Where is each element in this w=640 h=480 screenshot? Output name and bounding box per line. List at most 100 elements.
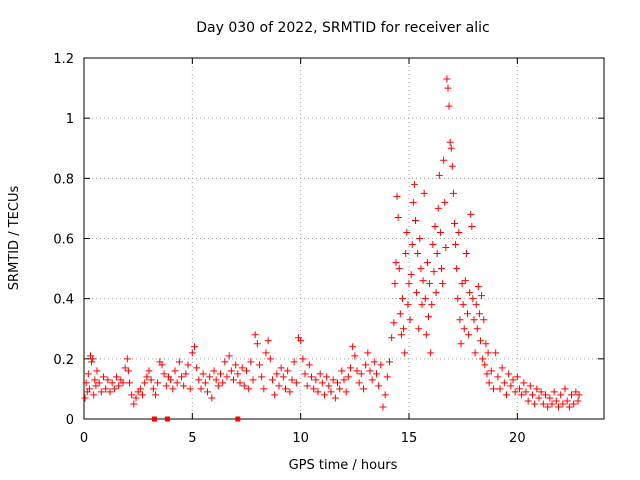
data-point bbox=[516, 385, 523, 393]
data-point bbox=[472, 301, 480, 309]
data-point bbox=[100, 373, 107, 381]
data-point bbox=[347, 364, 354, 372]
data-point bbox=[531, 400, 539, 408]
tick-layer: 0 5 10 15 20 0 0.2 0.4 0.6 0.8 1 1.2 bbox=[53, 52, 604, 446]
data-point bbox=[505, 370, 513, 378]
data-point bbox=[234, 370, 242, 378]
data-point bbox=[379, 403, 387, 411]
x-tick-label: 0 bbox=[80, 431, 88, 446]
data-point bbox=[416, 235, 424, 242]
data-point bbox=[303, 382, 311, 390]
data-point bbox=[455, 228, 463, 236]
data-point bbox=[197, 385, 205, 393]
data-point bbox=[370, 358, 378, 366]
data-point bbox=[180, 382, 188, 390]
data-point bbox=[483, 370, 491, 378]
data-point bbox=[377, 361, 385, 369]
data-point bbox=[460, 325, 468, 333]
data-point bbox=[115, 382, 123, 390]
data-point bbox=[492, 349, 500, 357]
data-point bbox=[480, 316, 488, 324]
data-point bbox=[201, 379, 209, 387]
x-tick-label: 10 bbox=[292, 431, 309, 446]
data-point bbox=[282, 385, 289, 393]
data-point bbox=[526, 382, 534, 390]
data-point bbox=[408, 241, 416, 249]
data-point bbox=[225, 352, 233, 360]
data-point bbox=[509, 376, 517, 384]
data-point bbox=[557, 391, 565, 399]
data-point bbox=[449, 189, 457, 197]
data-point bbox=[481, 361, 489, 369]
data-point bbox=[399, 295, 406, 303]
data-point bbox=[478, 292, 486, 300]
data-point bbox=[535, 394, 543, 402]
data-point bbox=[458, 280, 466, 288]
data-point bbox=[160, 370, 168, 378]
data-point bbox=[482, 340, 490, 348]
data-point bbox=[325, 382, 333, 390]
data-point bbox=[415, 325, 423, 333]
data-point bbox=[351, 352, 359, 360]
data-point bbox=[546, 394, 554, 402]
data-point bbox=[323, 373, 331, 381]
data-point bbox=[452, 241, 460, 249]
data-point bbox=[92, 382, 100, 390]
y-tick-label: 0.4 bbox=[53, 293, 74, 308]
data-point bbox=[158, 361, 166, 369]
data-point bbox=[238, 364, 246, 372]
data-point bbox=[420, 189, 428, 197]
data-point bbox=[388, 334, 396, 342]
data-point bbox=[217, 370, 224, 378]
data-point bbox=[223, 373, 231, 381]
data-point bbox=[413, 289, 421, 297]
data-point bbox=[513, 373, 521, 381]
data-point bbox=[279, 373, 287, 381]
data-point bbox=[414, 250, 422, 258]
data-point bbox=[331, 394, 339, 402]
data-point bbox=[171, 367, 179, 375]
data-point bbox=[264, 337, 272, 345]
data-point bbox=[123, 355, 131, 363]
data-point bbox=[147, 376, 155, 384]
data-point bbox=[245, 385, 253, 393]
x-tick-label: 20 bbox=[509, 431, 526, 446]
data-point bbox=[227, 367, 235, 375]
data-point bbox=[423, 259, 431, 267]
data-point bbox=[292, 379, 300, 387]
data-point bbox=[520, 379, 528, 387]
data-point bbox=[334, 379, 341, 387]
grid-layer bbox=[84, 58, 604, 419]
data-point bbox=[429, 241, 437, 249]
data-point bbox=[260, 385, 268, 393]
data-point bbox=[368, 376, 376, 384]
data-points bbox=[81, 75, 583, 411]
gap-marker bbox=[151, 416, 157, 422]
data-point bbox=[459, 301, 467, 309]
data-point bbox=[434, 204, 442, 212]
data-point bbox=[342, 388, 350, 396]
data-point bbox=[266, 355, 274, 363]
data-point bbox=[574, 397, 582, 405]
data-point bbox=[479, 355, 487, 363]
data-point bbox=[550, 388, 558, 396]
data-point bbox=[312, 376, 320, 384]
data-point bbox=[461, 277, 469, 285]
data-point bbox=[456, 316, 464, 324]
data-point bbox=[149, 385, 157, 393]
data-point bbox=[240, 382, 248, 390]
data-point bbox=[474, 283, 482, 291]
data-point bbox=[253, 340, 261, 348]
data-point bbox=[412, 216, 419, 224]
data-point bbox=[430, 268, 438, 276]
data-point bbox=[518, 391, 526, 399]
data-point bbox=[336, 385, 344, 393]
data-point bbox=[373, 370, 380, 378]
data-point bbox=[310, 385, 318, 393]
data-point bbox=[563, 397, 571, 405]
data-point bbox=[537, 388, 545, 396]
data-point bbox=[401, 349, 409, 357]
data-point bbox=[428, 301, 436, 309]
data-point bbox=[381, 391, 389, 399]
data-point bbox=[561, 385, 569, 393]
